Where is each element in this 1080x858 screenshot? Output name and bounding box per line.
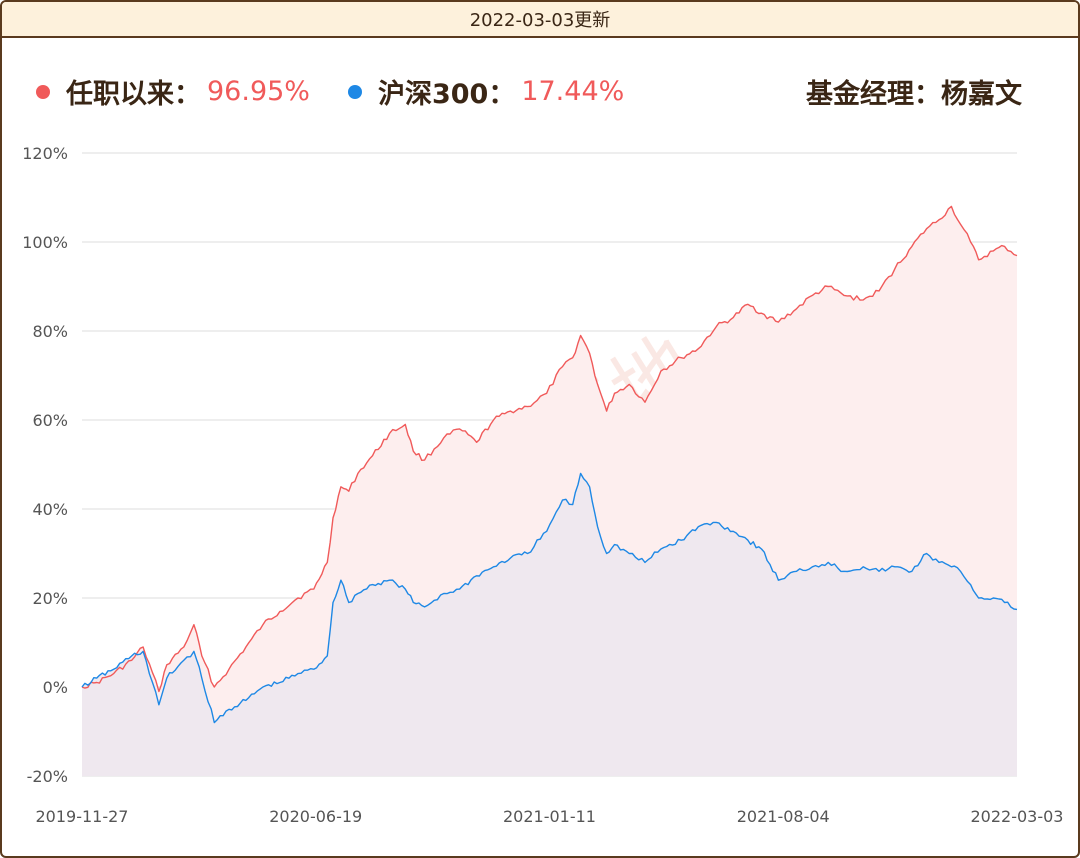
x-tick-label: 2019-11-27 [36, 807, 129, 826]
x-tick-label: 2020-06-19 [269, 807, 362, 826]
legend-item-fund: 任职以来： 96.95% [36, 72, 310, 111]
update-banner: 2022-03-03更新 [2, 2, 1078, 38]
index-return-value: 17.44% [521, 76, 625, 107]
y-tick-label: 0% [43, 678, 68, 697]
x-tick-label: 2021-01-11 [503, 807, 596, 826]
fund-line [81, 205, 1018, 693]
y-tick-label: 20% [32, 589, 68, 608]
index-dot-icon [347, 84, 362, 99]
y-axis-ticks: 120% 100% 80% 60% 40% 20% 0% -20% [22, 144, 68, 786]
fund-return-value: 96.95% [207, 76, 310, 107]
legend: 任职以来： 96.95% 沪深300： 17.44% [36, 72, 662, 111]
legend-item-index: 沪深300： 17.44% [347, 72, 625, 111]
index-label: 沪深300： [377, 79, 516, 110]
y-tick-label: 40% [32, 500, 68, 519]
x-tick-label: 2021-08-04 [737, 807, 830, 826]
update-date: 2022-03-03更新 [469, 10, 611, 31]
x-axis-ticks: 2019-11-27 2020-06-19 2021-01-11 2021-08-04… [36, 807, 1064, 826]
y-tick-label: 100% [22, 233, 68, 252]
fund-label: 任职以来： [66, 79, 201, 110]
y-tick-label: 60% [32, 411, 68, 430]
fund-dot-icon [36, 84, 50, 99]
y-tick-label: -20% [27, 767, 68, 786]
fund-manager: 基金经理：杨嘉文 [806, 79, 1022, 110]
area-fills [82, 206, 1017, 776]
y-tick-label: 120% [22, 144, 68, 163]
x-tick-label: 2022-03-03 [971, 807, 1064, 826]
index-area [82, 473, 1017, 776]
series-lines [81, 205, 1018, 724]
index-line [81, 472, 1018, 724]
y-tick-label: 80% [32, 322, 68, 341]
